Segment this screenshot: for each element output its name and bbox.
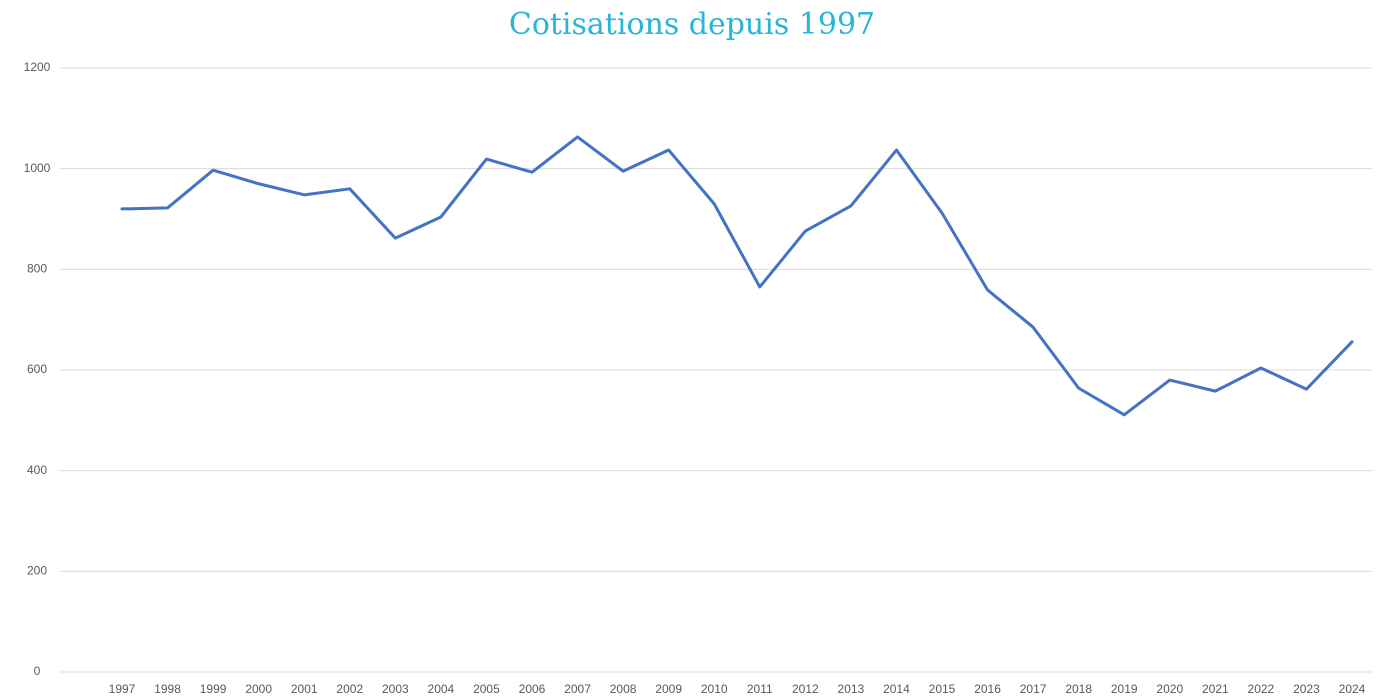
x-tick-label: 2014 xyxy=(883,682,910,696)
y-tick-label: 600 xyxy=(27,362,47,376)
x-tick-label: 2022 xyxy=(1248,682,1275,696)
x-tick-label: 2001 xyxy=(291,682,318,696)
x-tick-label: 2013 xyxy=(838,682,865,696)
x-tick-label: 2021 xyxy=(1202,682,1229,696)
x-tick-label: 1999 xyxy=(200,682,227,696)
y-tick-label: 1200 xyxy=(24,60,51,74)
x-tick-label: 2019 xyxy=(1111,682,1138,696)
x-tick-label: 2017 xyxy=(1020,682,1047,696)
data-line xyxy=(120,135,1354,417)
y-tick-label: 400 xyxy=(27,463,47,477)
chart-title: Cotisations depuis 1997 xyxy=(509,7,875,42)
x-tick-label: 2004 xyxy=(428,682,455,696)
x-tick-label: 2011 xyxy=(747,682,773,696)
x-tick-label: 2007 xyxy=(564,682,591,696)
x-tick-label: 2012 xyxy=(792,682,819,696)
x-tick-label: 2002 xyxy=(336,682,363,696)
y-tick-label: 200 xyxy=(27,564,47,578)
x-tick-label: 2020 xyxy=(1156,682,1183,696)
y-tick-label: 0 xyxy=(34,664,41,678)
x-tick-label: 2003 xyxy=(382,682,409,696)
x-tick-label: 2000 xyxy=(245,682,272,696)
x-tick-label: 2008 xyxy=(610,682,637,696)
x-tick-label: 2006 xyxy=(519,682,546,696)
x-tick-label: 2018 xyxy=(1065,682,1092,696)
x-tick-label: 1997 xyxy=(109,682,136,696)
x-tick-label: 1998 xyxy=(154,682,181,696)
y-tick-label: 800 xyxy=(27,262,47,276)
x-tick-label: 2024 xyxy=(1339,682,1366,696)
x-tick-label: 2015 xyxy=(929,682,956,696)
x-tick-label: 2005 xyxy=(473,682,500,696)
x-tick-label: 2010 xyxy=(701,682,728,696)
x-tick-label: 2009 xyxy=(655,682,682,696)
y-tick-label: 1000 xyxy=(24,161,51,175)
x-tick-label: 2023 xyxy=(1293,682,1320,696)
x-tick-label: 2016 xyxy=(974,682,1001,696)
